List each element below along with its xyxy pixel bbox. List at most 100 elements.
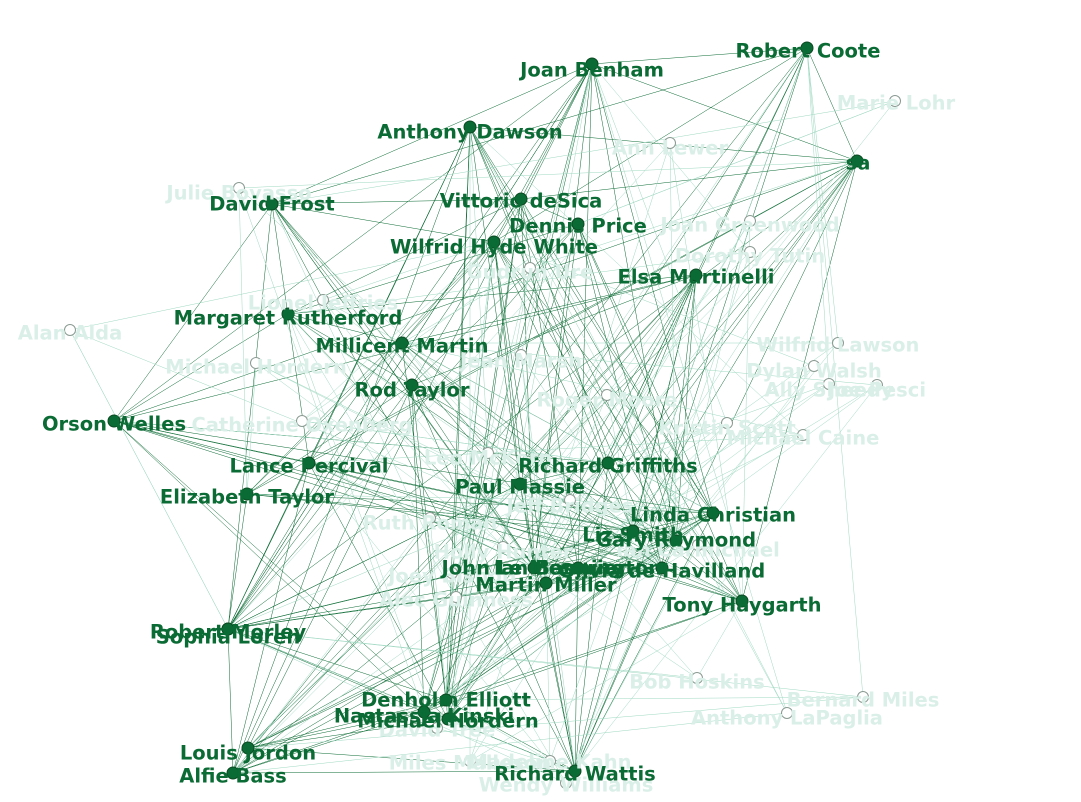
edge-unknown-4-elizabeth-taylor: [246, 362, 257, 495]
edge-elsa-martinelli-margaret-rutherford: [287, 274, 697, 315]
node-ruth-roman: [424, 512, 436, 524]
node-sa: [850, 154, 864, 168]
edge-margaret-rutherford-rod-taylor: [287, 313, 413, 386]
edge-gary-raymond-martin-miller: [545, 540, 677, 584]
edge-paul-massie-louis-jordon: [247, 483, 521, 749]
edge-elsa-martinelli-millicent-martin: [401, 274, 697, 344]
edge-unknown-9-elizabeth-taylor: [246, 493, 571, 501]
edge-dorothy-tutin-richard-wattis: [574, 251, 751, 772]
edge-orson-welles-liz-smith: [113, 420, 634, 532]
edge-david-tree-paul-massie: [436, 483, 521, 729]
label-alan-alda: Alan Alda: [18, 322, 123, 345]
node-unknown-6: [601, 389, 613, 401]
edge-gary-raymond-tony-haygarth: [675, 540, 743, 602]
edge-julie-bovasso-olivia-de-havilland: [238, 187, 663, 569]
node-millicent-martin: [395, 336, 409, 350]
edge-ian-bannington-robert-morley: [227, 567, 579, 630]
edge-robert-morley-alfie-bass: [227, 628, 234, 774]
edge-wilfrid-hyde-white-robert-morley: [227, 241, 495, 630]
node-elizabeth-taylor: [240, 487, 254, 501]
label-liz-smith: Liz Smith: [582, 524, 684, 547]
node-elsa-martinelli: [689, 268, 703, 282]
edge-unknown-5-richard-wattis: [520, 354, 576, 772]
label-joe-pesci: Joe Pesci: [826, 379, 926, 402]
label-bernard-miles: Bernard Miles: [787, 689, 940, 712]
edge-unknown-3-wilfrid-hyde-white: [322, 241, 495, 301]
edge-david-tree-margaret-rutherford: [287, 313, 438, 729]
edge-unknown-4-olivia-de-havilland: [255, 362, 663, 569]
edge-bob-hoskins-john-le-mesurier: [533, 567, 698, 679]
label-unknown-11: Holly Hunter: [434, 541, 573, 564]
node-sophia-loren: [221, 622, 235, 636]
label-wilfrid-lawson: Wilfrid Lawson: [757, 334, 920, 357]
edge-liz-smith-alfie-bass: [232, 530, 634, 774]
edge-richard-griffiths-alfie-bass: [232, 462, 609, 774]
edge-tony-haygarth-nastassja: [423, 600, 743, 713]
label-rod-taylor: Rod Taylor: [355, 379, 470, 402]
node-unknown-11: [497, 541, 509, 553]
edge-david-frost-wilfrid-hyde-white: [271, 203, 495, 243]
node-liz-smith: [626, 524, 640, 538]
edge-michael-caine-millicent-martin: [401, 342, 804, 436]
edge-unknown-10-ian-bannington: [577, 544, 699, 569]
edge-unknown-1-robert-morley: [227, 142, 671, 630]
edge-sa-olivia-de-havilland: [661, 160, 858, 569]
label-unknown-4: Michael Hordern: [165, 356, 346, 379]
node-louis-jordon: [241, 741, 255, 755]
edge-john-le-mesurier-richard-wattis: [533, 567, 576, 772]
edge-joan-benham-john-le-mesurier: [533, 63, 593, 569]
label-denholm-elliott: Denholm Elliott: [361, 689, 531, 712]
edge-unknown-4-tony-haygarth: [255, 362, 743, 602]
edge-linda-christian-louis-jordon: [247, 512, 714, 749]
edge-anthony-dawson-sophia-loren: [227, 126, 471, 630]
edge-nastassja-louis-jordon: [247, 711, 425, 749]
label-catherine-oxenberg: Catherine Oxenberg: [191, 414, 412, 437]
label-marie-lohr: Marie Lohr: [837, 92, 956, 115]
edge-liz-smith-ian-bannington: [577, 530, 634, 569]
edge-marie-lohr-dennis-price: [577, 100, 896, 225]
edge-wilfrid-lawson-alfie-bass: [232, 342, 839, 774]
label-michael-hordern: Michael Hordern: [357, 710, 538, 733]
label-unknown-3: Lionel Jeffries: [248, 292, 399, 315]
edge-paul-massie-gary-raymond: [519, 483, 677, 542]
edge-orson-welles-michael-hordern: [113, 420, 449, 720]
node-alan-alda: [64, 324, 76, 336]
node-lance-percival: [302, 456, 316, 470]
edge-paul-massie-michael-hordern: [447, 483, 521, 720]
edge-unknown-9-john-le-mesurier: [533, 499, 571, 569]
edge-joey-bishop-sa: [451, 160, 858, 574]
edge-elsa-martinelli-alfie-bass: [232, 274, 697, 774]
node-joan-greenwood: [744, 215, 756, 227]
node-richard-wattis: [568, 764, 582, 778]
edge-rod-taylor-nastassja: [411, 384, 425, 713]
edge-unknown-6-louis-jordon: [247, 394, 608, 749]
edge-elizabeth-taylor-liz-smith: [246, 493, 634, 532]
label-ruth-roman: Ruth Roman: [363, 512, 498, 535]
label-anthony-dawson: Anthony Dawson: [377, 121, 562, 144]
label-olivia-de-havilland: Olivia de Havilland: [559, 560, 766, 583]
node-layer: [64, 41, 901, 789]
edge-dylan-walsh-liz-smith: [632, 365, 815, 532]
edge-anthony-lapaglia-joan-benham: [591, 63, 788, 714]
edge-margaret-rutherford-martin-miller: [287, 313, 547, 584]
node-joe-pesci: [871, 379, 883, 391]
node-unknown-9: [564, 494, 576, 506]
label-gary-raymond: Gary Raymond: [596, 529, 756, 552]
node-gary-raymond: [669, 534, 683, 548]
edge-margaret-rutherford-olivia-de-havilland: [287, 313, 663, 569]
label-miles-malleson: Miles Malleson: [389, 752, 551, 775]
edge-joan-greenwood-gary-raymond: [675, 220, 751, 542]
edge-unknown-12-ian-bannington: [455, 567, 579, 598]
node-orson-welles: [107, 414, 121, 428]
edge-david-frost-rod-taylor: [271, 203, 413, 386]
edge-anthony-dawson-sa: [469, 126, 858, 162]
edge-robert-coote-richard-griffiths: [607, 47, 808, 464]
edge-anthony-dawson-olivia-de-havilland: [469, 126, 663, 569]
label-bob-hoskins: Bob Hoskins: [629, 671, 764, 694]
node-bob-hoskins: [691, 672, 703, 684]
edge-unknown-1-tony-haygarth: [669, 142, 743, 602]
edge-bernard-miles-robert-morley: [227, 628, 864, 698]
edge-vittorio-desica-rod-taylor: [411, 198, 522, 386]
node-miles-malleson: [464, 755, 476, 767]
edge-rod-taylor-john-le-mesurier: [411, 384, 535, 569]
